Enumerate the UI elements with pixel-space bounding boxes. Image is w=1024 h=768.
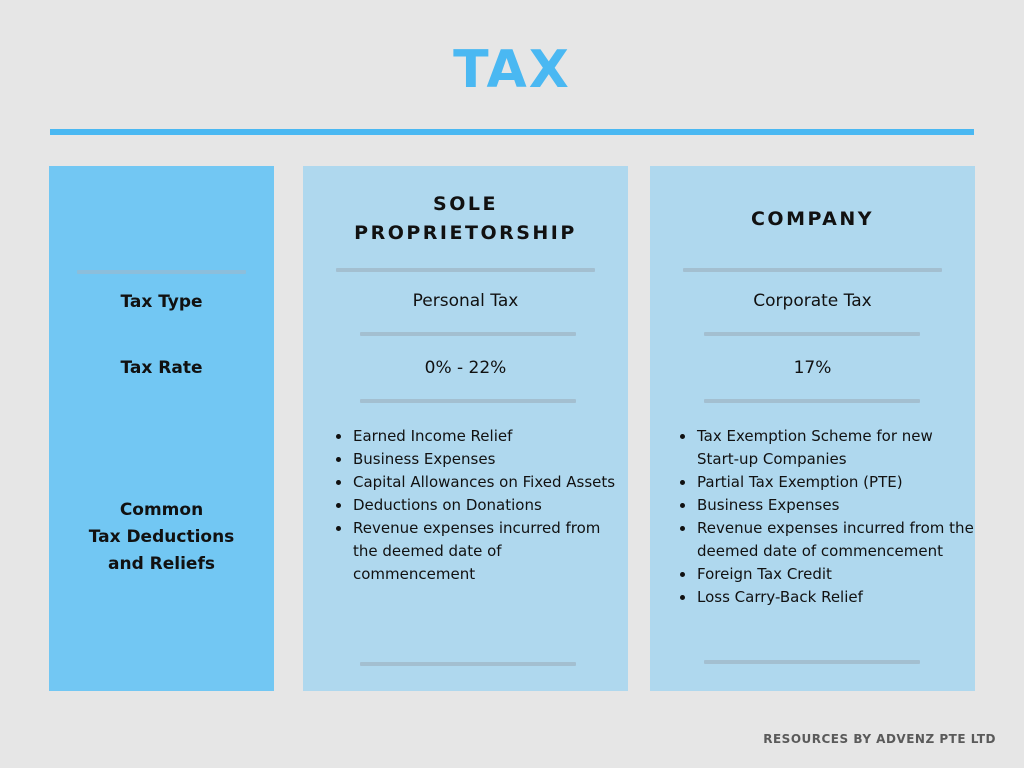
row-label-deductions-line2: Tax Deductions	[88, 527, 235, 547]
list-item: Tax Exemption Scheme for new Start-up Co…	[680, 425, 977, 471]
footer-credit: RESOURCES BY ADVENZ PTE LTD	[763, 732, 996, 746]
company-tax-type-value: Corporate Tax	[753, 291, 872, 311]
company-column: COMPANY Corporate Tax 17% Tax Exemption …	[650, 166, 975, 691]
column-heading-line2: PROPRIETORSHIP	[354, 222, 577, 244]
list-item: Partial Tax Exemption (PTE)	[680, 471, 977, 494]
list-item: Capital Allowances on Fixed Assets	[336, 471, 625, 494]
list-item: Loss Carry-Back Relief	[680, 586, 977, 609]
row-divider	[704, 399, 920, 403]
page-title: TAX	[453, 40, 571, 100]
company-deductions-list: Tax Exemption Scheme for new Start-up Co…	[677, 425, 977, 609]
row-label-deductions: Common Tax Deductions and Reliefs	[49, 497, 274, 578]
row-labels-column: Tax Type Tax Rate Common Tax Deductions …	[49, 166, 274, 691]
title-divider	[50, 129, 974, 135]
list-item: Revenue expenses incurred from the deeme…	[336, 517, 625, 586]
row-divider	[360, 662, 576, 666]
list-item: Business Expenses	[680, 494, 977, 517]
list-item: Earned Income Relief	[336, 425, 625, 448]
row-divider	[360, 332, 576, 336]
row-divider	[704, 660, 920, 664]
header-divider	[683, 268, 942, 272]
sole-proprietorship-column: SOLE PROPRIETORSHIP Personal Tax 0% - 22…	[303, 166, 628, 691]
header-divider	[336, 268, 595, 272]
sole-tax-rate-value: 0% - 22%	[424, 358, 507, 378]
sole-deductions-list: Earned Income Relief Business Expenses C…	[333, 425, 625, 586]
header-divider	[77, 270, 246, 274]
column-heading-company: COMPANY	[750, 208, 875, 230]
list-item: Revenue expenses incurred from the deeme…	[680, 517, 977, 563]
column-heading-sole-proprietorship: SOLE PROPRIETORSHIP	[303, 190, 628, 248]
row-divider	[360, 399, 576, 403]
sole-tax-type-value: Personal Tax	[412, 291, 519, 311]
row-label-tax-type: Tax Type	[120, 292, 203, 312]
company-tax-rate-value: 17%	[793, 358, 832, 378]
row-label-deductions-line1: Common	[119, 500, 204, 520]
list-item: Foreign Tax Credit	[680, 563, 977, 586]
list-item: Business Expenses	[336, 448, 625, 471]
column-heading-line1: SOLE	[433, 193, 498, 215]
list-item: Deductions on Donations	[336, 494, 625, 517]
row-divider	[704, 332, 920, 336]
row-label-deductions-line3: and Reliefs	[108, 554, 215, 574]
row-label-tax-rate: Tax Rate	[120, 358, 203, 378]
